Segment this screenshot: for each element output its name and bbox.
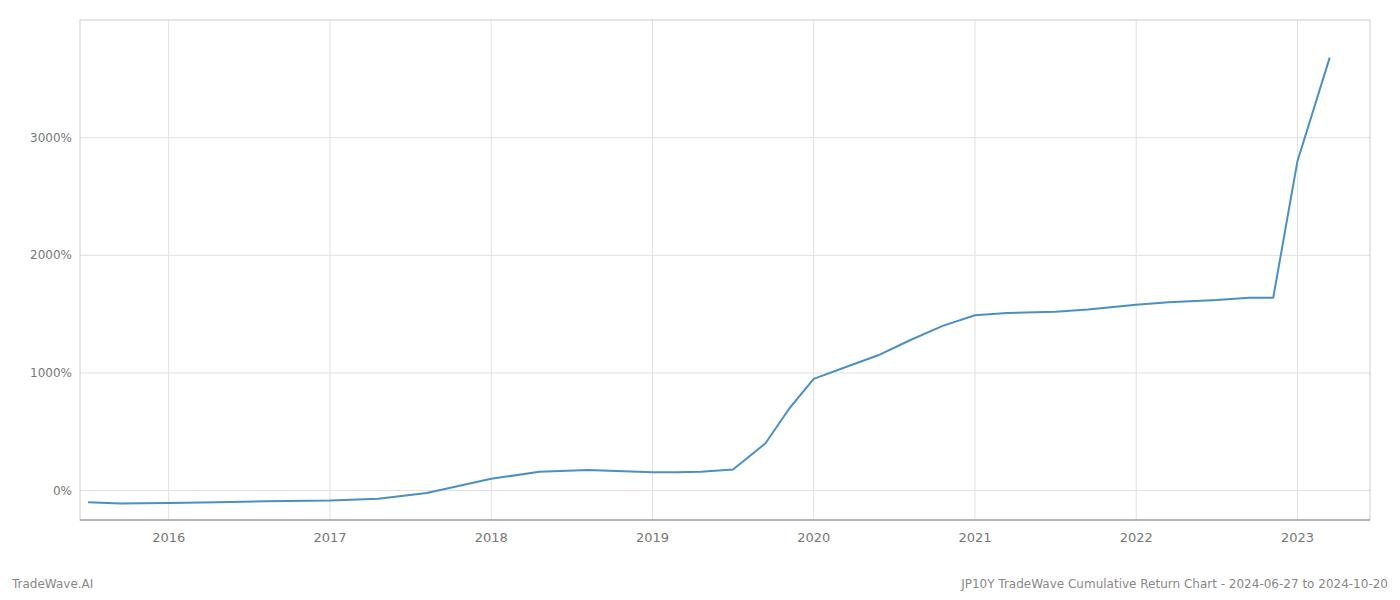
y-tick-label: 3000%: [30, 131, 72, 145]
x-grid-line: [813, 20, 814, 520]
annotation: TradeWave.AI: [11, 577, 93, 591]
x-grid-line: [168, 20, 169, 520]
plot-frame: [80, 20, 1370, 520]
x-grid-line: [491, 20, 492, 520]
x-axis-line: [80, 520, 1370, 521]
y-tick-label: 0%: [53, 484, 72, 498]
x-grid-line: [974, 20, 975, 520]
chart: 2016 2017 2018 2019 2020 2021 2022 2023 0% 1000% 2…: [0, 0, 1400, 600]
axes: 2016 2017 2018 2019 2020 2021 2022 2023 0% 1000% 2…: [30, 131, 1314, 545]
x-tick-label: 2022: [1120, 530, 1153, 545]
x-tick-label: 2023: [1281, 530, 1314, 545]
grid: [80, 20, 1370, 520]
y-tick-label: 2000%: [30, 248, 72, 262]
series: [88, 58, 1330, 504]
y-grid-line: [80, 255, 1370, 256]
x-tick-label: 2016: [152, 530, 185, 545]
line: [88, 58, 1330, 504]
y-grid-line: [80, 490, 1370, 491]
x-grid-line: [652, 20, 653, 520]
x-tick-label: 2019: [636, 530, 669, 545]
y-grid-line: [80, 137, 1370, 138]
x-grid-line: [329, 20, 330, 520]
x-tick-label: 2017: [313, 530, 346, 545]
title: JP10Y TradeWave Cumulative Return Chart …: [960, 577, 1388, 591]
y-tick-label: 1000%: [30, 366, 72, 380]
y-grid-line: [80, 372, 1370, 373]
x-tick-label: 2021: [958, 530, 991, 545]
x-grid-line: [1136, 20, 1137, 520]
x-tick-label: 2018: [475, 530, 508, 545]
x-grid-line: [1297, 20, 1298, 520]
x-tick-label: 2020: [797, 530, 830, 545]
